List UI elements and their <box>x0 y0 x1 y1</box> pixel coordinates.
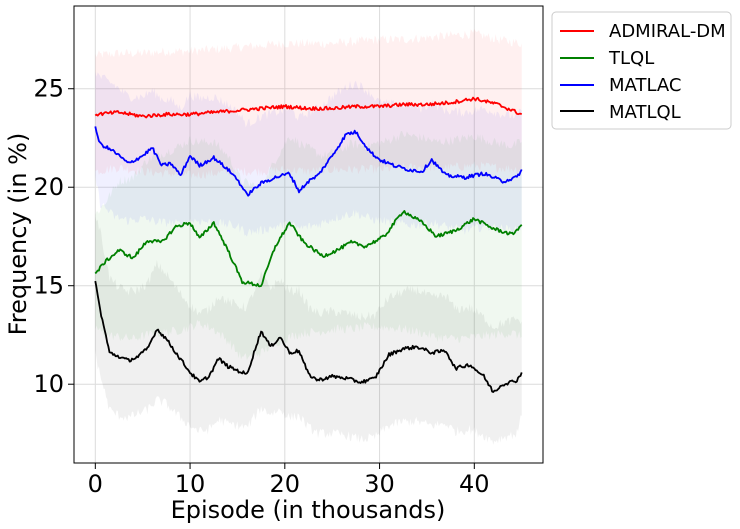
legend-label-matlac: MATLAC <box>609 75 681 96</box>
y-axis-ticks: 10 15 20 25 <box>33 75 74 398</box>
y-tick-label: 10 <box>33 370 64 398</box>
y-axis-label: Frequency (in %) <box>4 133 32 336</box>
series-lines <box>94 96 523 393</box>
band-admiral-dm <box>95 28 522 180</box>
line-matlac <box>94 126 523 197</box>
x-axis-ticks: 0 10 20 30 40 <box>88 463 490 498</box>
plot-frame <box>73 5 544 464</box>
band-tlql <box>95 131 522 361</box>
legend: ADMIRAL-DM TLQL MATLAC MATLQL <box>551 11 732 130</box>
line-admiral-dm <box>94 96 523 119</box>
legend-label-admiral-dm: ADMIRAL-DM <box>609 21 726 42</box>
legend-box <box>551 11 732 130</box>
line-tlql <box>94 210 523 288</box>
y-tick-label: 15 <box>33 272 64 300</box>
x-tick-label: 30 <box>364 470 395 498</box>
x-tick-label: 10 <box>175 470 206 498</box>
x-tick-label: 0 <box>88 470 103 498</box>
y-tick-label: 20 <box>33 173 64 201</box>
x-tick-label: 40 <box>459 470 490 498</box>
y-tick-label: 25 <box>33 75 64 103</box>
legend-label-tlql: TLQL <box>608 48 654 69</box>
confidence-bands <box>95 28 522 445</box>
band-matlql <box>95 216 522 445</box>
line-matlql <box>94 280 523 393</box>
x-tick-label: 20 <box>270 470 301 498</box>
legend-label-matlql: MATLQL <box>609 102 681 123</box>
x-axis-label: Episode (in thousands) <box>171 496 446 524</box>
grid-lines <box>74 6 543 463</box>
